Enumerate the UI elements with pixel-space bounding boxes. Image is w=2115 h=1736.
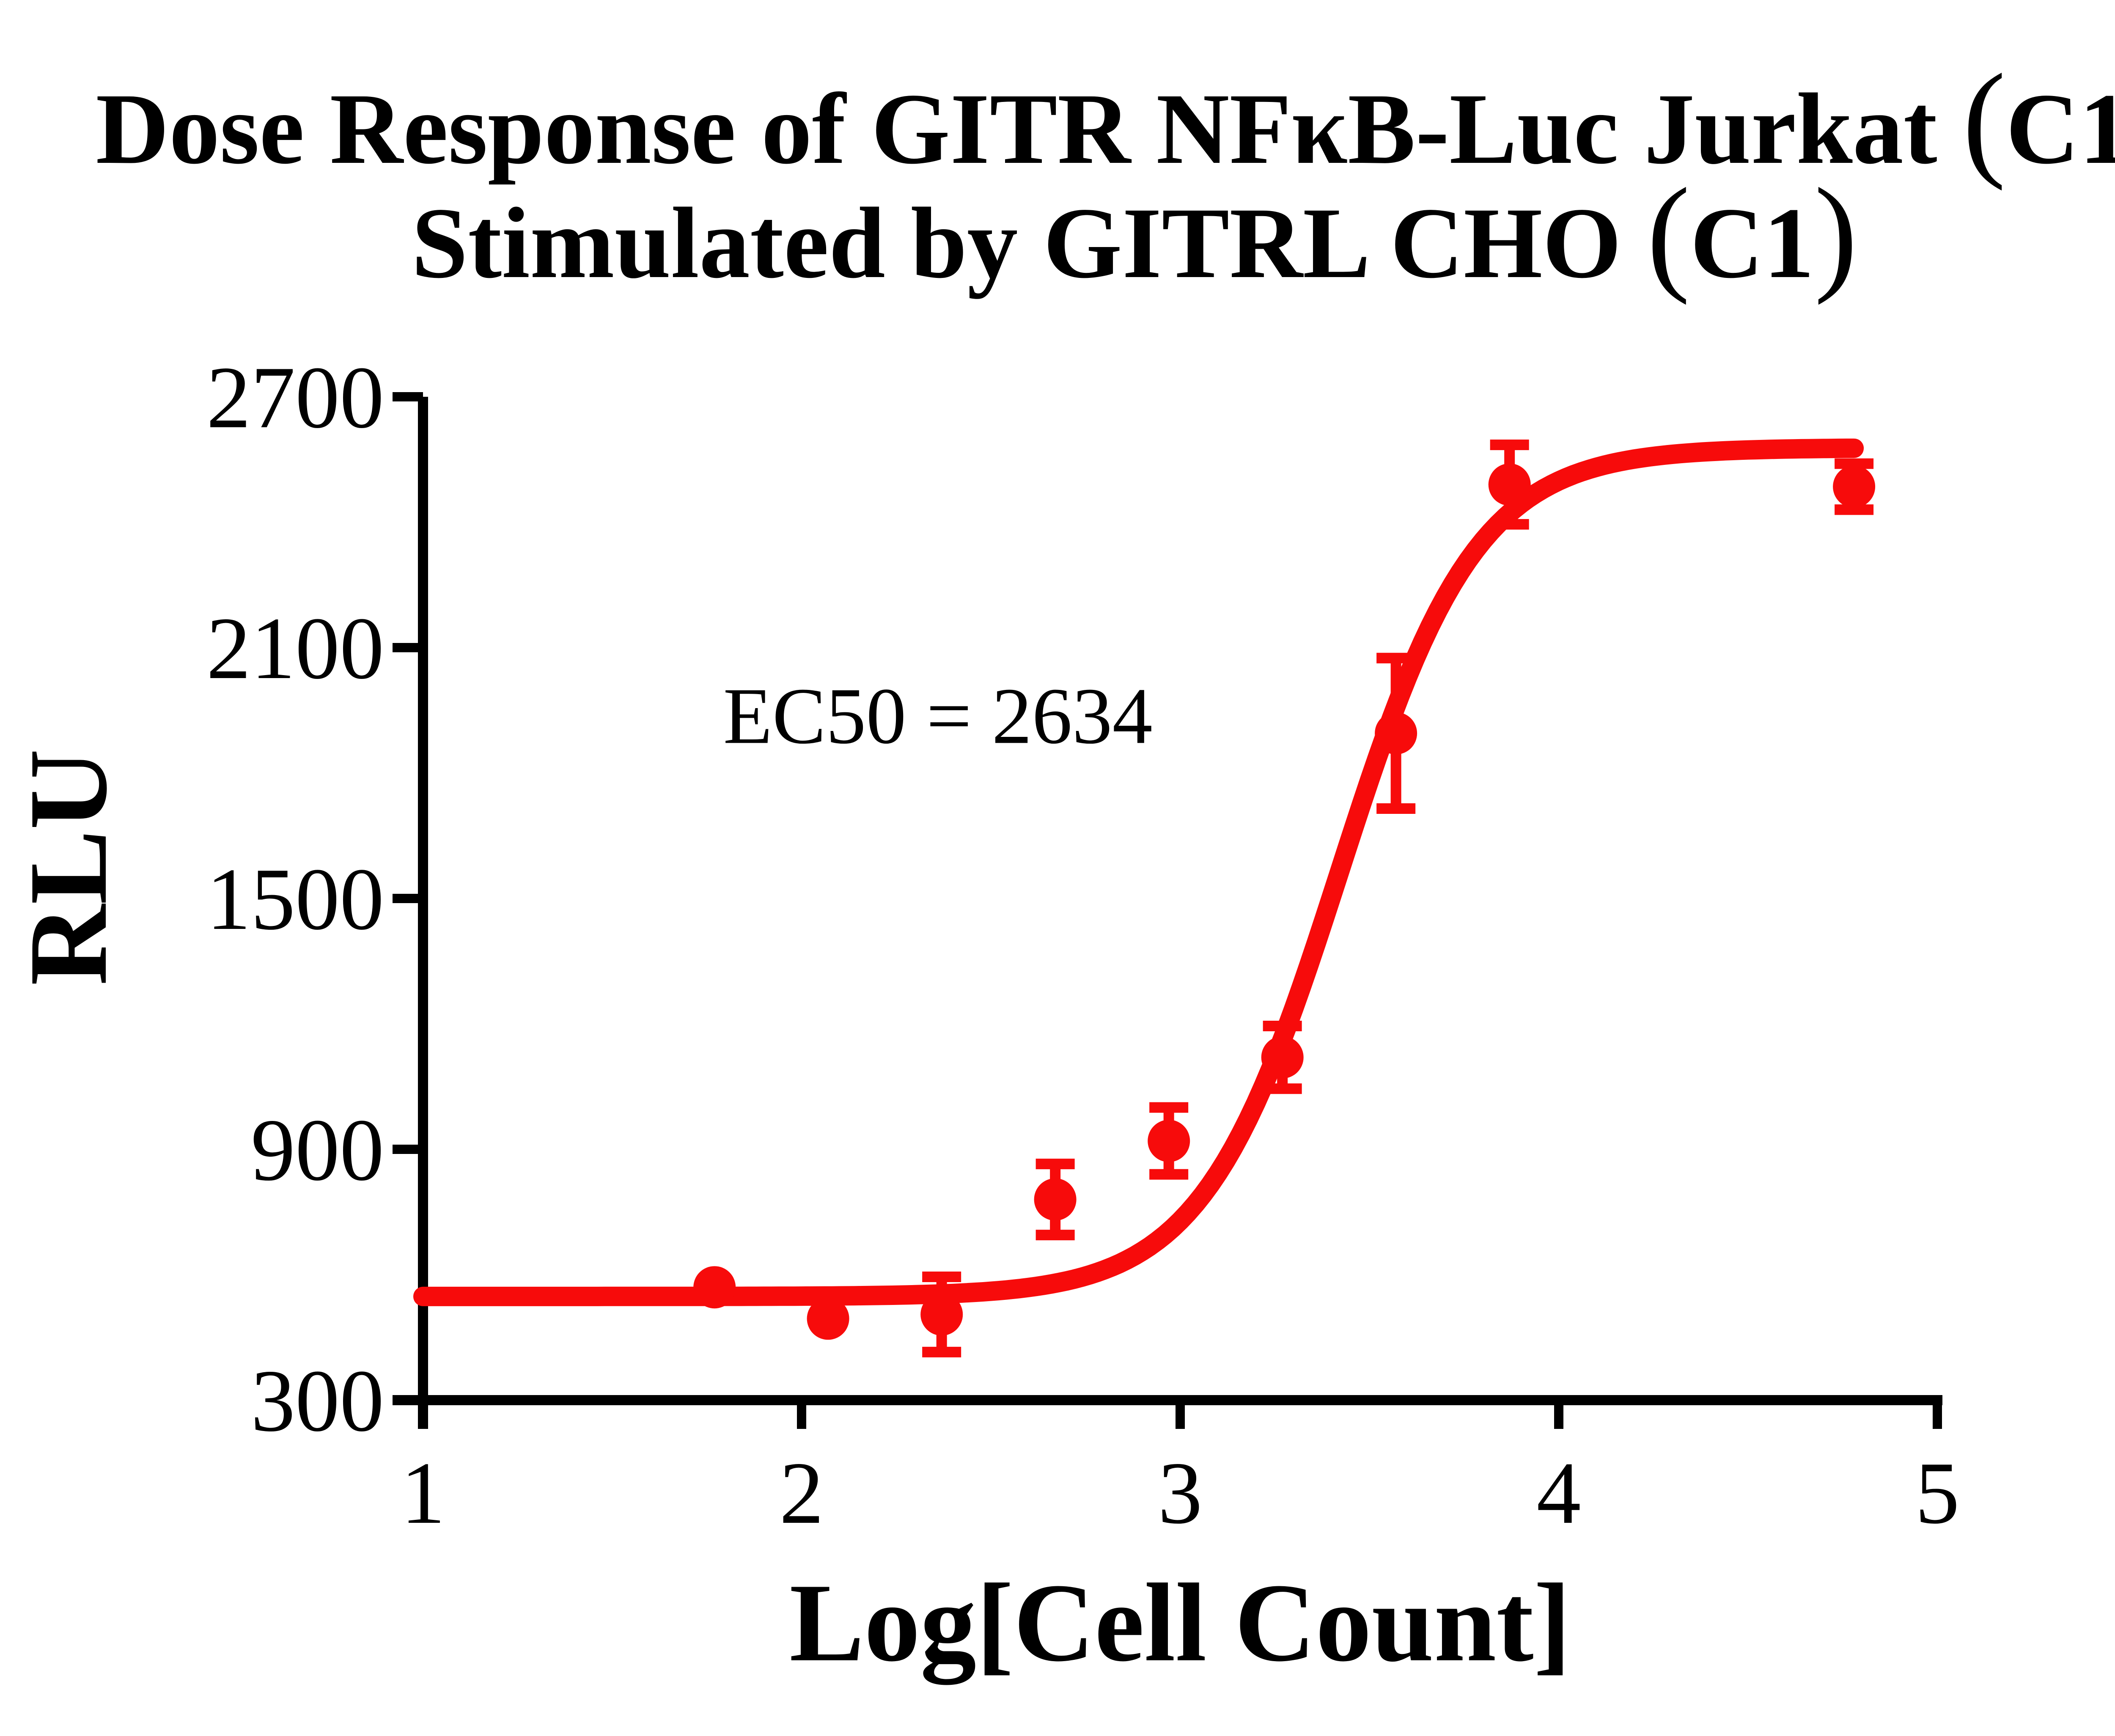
x-tick-label: 5 (1915, 1444, 1960, 1542)
data-point (1488, 463, 1531, 506)
x-tick-label: 1 (401, 1444, 445, 1542)
x-tick-label: 2 (780, 1444, 824, 1542)
x-tick-label: 4 (1537, 1444, 1581, 1542)
ec50-annotation: EC50 = 2634 (723, 672, 1153, 761)
data-point (1833, 465, 1876, 508)
data-point (920, 1293, 963, 1336)
y-tick-label: 2100 (206, 599, 384, 698)
data-point (1148, 1120, 1190, 1162)
fit-curve (413, 438, 1864, 1306)
data-point (693, 1266, 736, 1309)
y-tick-label: 2700 (206, 349, 384, 447)
x-axis-title: Log[Cell Count] (789, 1561, 1571, 1687)
data-point (807, 1297, 849, 1340)
y-tick-label: 300 (251, 1352, 384, 1450)
data-point (1034, 1178, 1077, 1221)
chart-title-line1: Dose Response of GITR NFκB-Luc Jurkat (C… (96, 47, 2115, 191)
data-point (1375, 712, 1417, 755)
y-tick-label: 900 (251, 1101, 384, 1199)
y-tick-label: 1500 (206, 850, 384, 948)
chart-title-line2: Stimulated by GITRL CHO (C1) (412, 162, 1858, 305)
axes (393, 392, 1942, 1429)
data-point (1261, 1036, 1304, 1079)
y-axis-title: RLU (6, 749, 130, 986)
x-tick-label: 3 (1158, 1444, 1203, 1542)
